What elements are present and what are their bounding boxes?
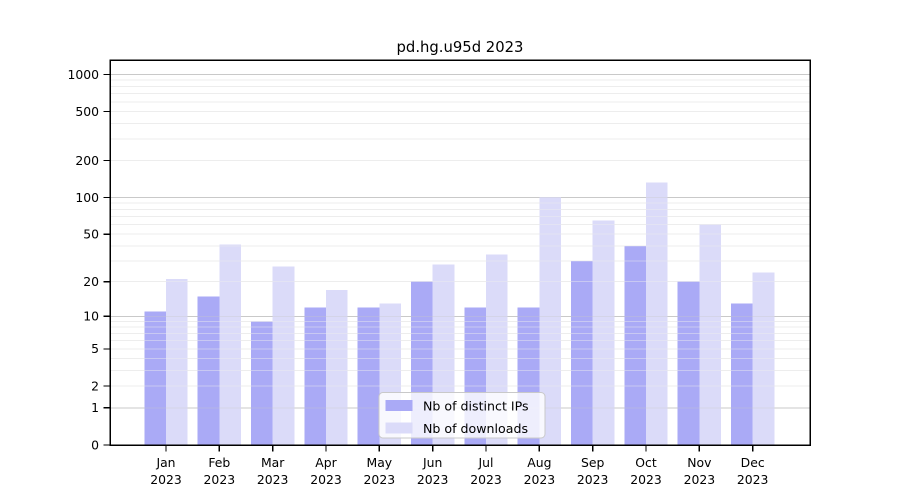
bar-dl-dec xyxy=(752,272,775,445)
x-tick-label-year: 2023 xyxy=(577,472,609,487)
legend-box xyxy=(378,392,546,439)
x-tick-label-year: 2023 xyxy=(630,472,662,487)
x-tick-label-month: Jun xyxy=(422,455,442,470)
y-axis: 0 1 2 5 10 20 50 100 200 500 1000 xyxy=(67,67,110,452)
chart-title: pd.hg.u95d 2023 xyxy=(397,39,524,56)
bar-dl-jan xyxy=(166,279,188,445)
bar-dl-sep xyxy=(592,220,615,445)
bar-dl-nov xyxy=(699,224,722,445)
x-tick-label-month: Feb xyxy=(208,455,230,470)
legend: Nb of distinct IPs Nb of downloads xyxy=(378,392,546,439)
legend-swatch-downloads xyxy=(385,422,413,434)
x-tick-label-year: 2023 xyxy=(310,472,342,487)
x-axis: Jan 2023 Feb 2023 Mar 2023 Apr 2023 May 2023 Jun 20… xyxy=(150,445,768,487)
gridline-overlay xyxy=(110,73,810,409)
x-tick-label-month: Nov xyxy=(687,455,711,470)
x-tick-label-month: Jan xyxy=(155,455,175,470)
bar-ips-apr xyxy=(304,307,326,445)
y-tick-label: 1000 xyxy=(67,67,99,82)
x-tick-label-year: 2023 xyxy=(470,472,502,487)
y-tick-label: 500 xyxy=(75,104,99,119)
bar-ips-jan xyxy=(144,311,166,445)
y-tick-label: 100 xyxy=(75,190,99,205)
y-tick-label: 5 xyxy=(91,341,99,356)
bar-dl-apr xyxy=(326,289,348,445)
bar-dl-mar xyxy=(272,266,295,445)
x-tick-label-year: 2023 xyxy=(524,472,556,487)
x-tick-label-month: Oct xyxy=(635,455,657,470)
legend-label-distinct-ips: Nb of distinct IPs xyxy=(423,399,529,414)
y-tick-label: 1 xyxy=(91,400,99,415)
bar-ips-oct xyxy=(624,245,646,445)
x-tick-label-month: Apr xyxy=(315,455,337,470)
y-tick-label: 0 xyxy=(91,437,99,452)
y-tick-label: 2 xyxy=(91,378,99,393)
x-tick-label-year: 2023 xyxy=(257,472,289,487)
x-tick-label-month: May xyxy=(367,455,393,470)
bar-ips-feb xyxy=(197,296,220,445)
bar-ips-dec xyxy=(730,303,753,445)
bar-dl-feb xyxy=(219,244,242,445)
x-tick-label-month: Aug xyxy=(527,455,551,470)
x-tick-label-month: Jul xyxy=(478,455,494,470)
x-tick-label-month: Dec xyxy=(741,455,765,470)
x-tick-label-year: 2023 xyxy=(364,472,396,487)
plot-border xyxy=(109,59,811,446)
x-tick-label-month: Mar xyxy=(261,455,285,470)
x-tick-label-year: 2023 xyxy=(204,472,236,487)
x-tick-label-year: 2023 xyxy=(417,472,449,487)
bar-dl-oct xyxy=(646,182,668,445)
y-tick-label: 200 xyxy=(75,153,99,168)
bar-ips-sep xyxy=(570,260,593,445)
bar-ips-may xyxy=(357,307,380,445)
legend-label-downloads: Nb of downloads xyxy=(423,421,528,436)
x-tick-label-year: 2023 xyxy=(684,472,716,487)
x-tick-label-month: Sep xyxy=(581,455,604,470)
legend-swatch-distinct-ips xyxy=(385,400,413,411)
bar-ips-nov xyxy=(677,281,700,445)
x-tick-label-year: 2023 xyxy=(150,472,182,487)
y-tick-label: 50 xyxy=(83,226,99,241)
x-tick-label-year: 2023 xyxy=(737,472,769,487)
y-tick-label: 10 xyxy=(83,309,99,324)
bar-ips-mar xyxy=(250,321,273,445)
bar-dl-aug xyxy=(539,196,562,445)
y-tick-label: 20 xyxy=(83,274,99,289)
